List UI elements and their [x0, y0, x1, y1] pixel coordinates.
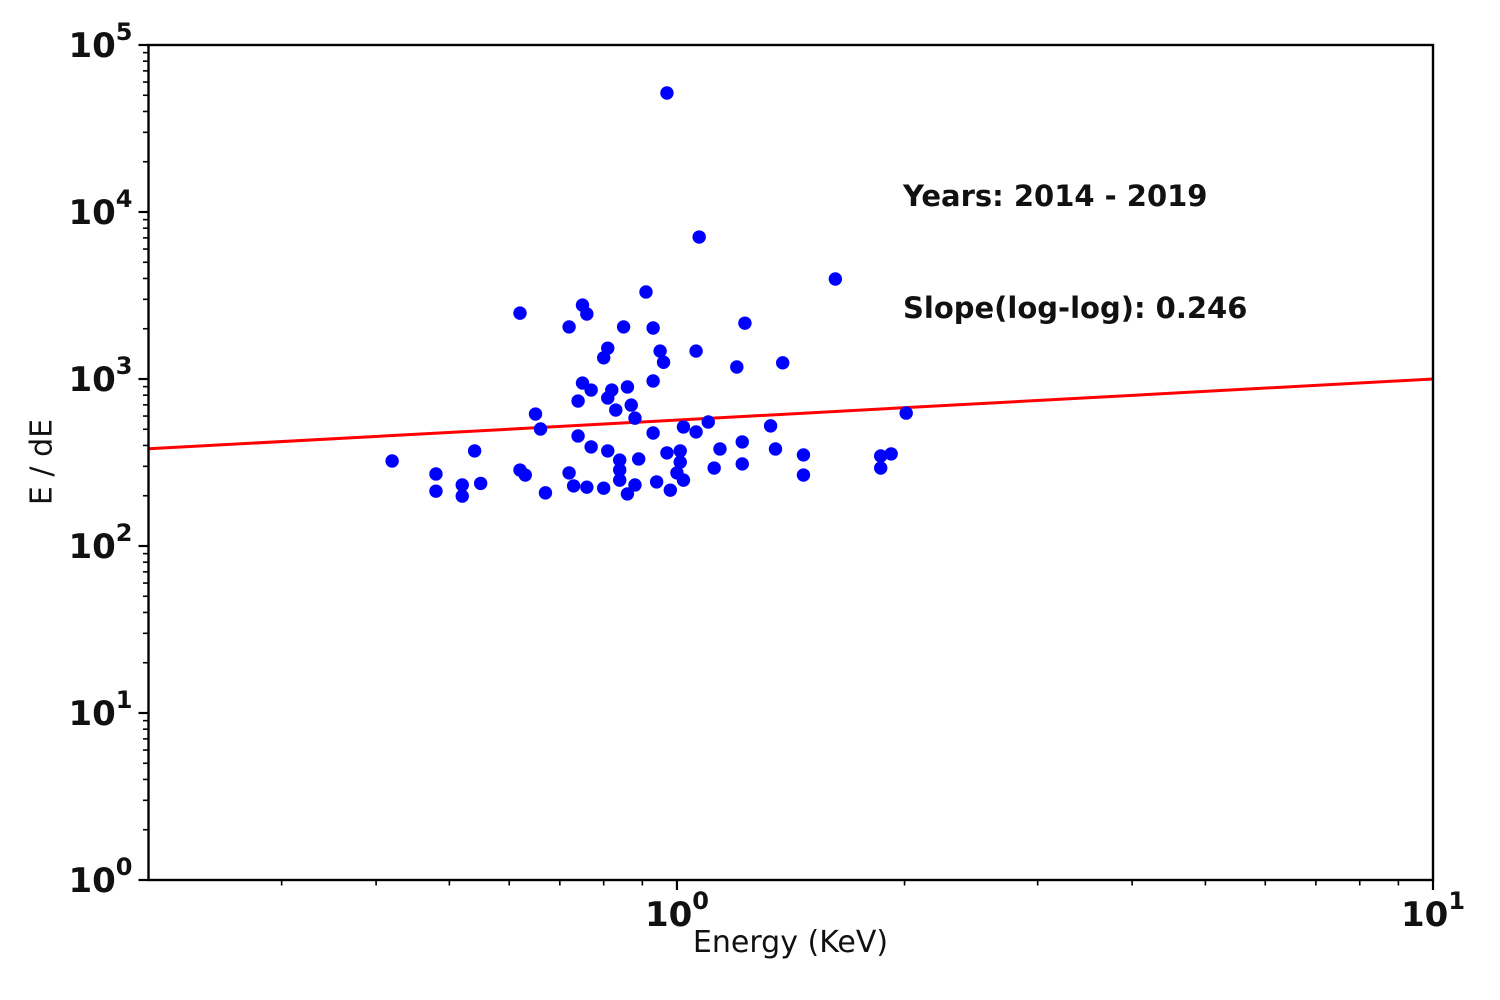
data-point — [473, 476, 488, 491]
data-point — [660, 86, 674, 100]
data-point — [562, 466, 576, 480]
data-point — [518, 468, 532, 482]
tick-label: 100 — [68, 853, 132, 901]
trend-line — [148, 377, 1434, 451]
data-point — [763, 419, 778, 433]
data-point — [580, 307, 594, 321]
data-point — [538, 486, 553, 500]
data-point — [646, 426, 660, 440]
annotation-years-line: Years: 2014 - 2019 — [903, 179, 1208, 214]
data-point — [676, 473, 691, 487]
data-point — [874, 449, 888, 463]
data-point — [735, 435, 749, 449]
data-point — [884, 447, 898, 461]
data-point — [628, 478, 642, 492]
tick-label: 105 — [68, 18, 132, 66]
data-point — [628, 411, 642, 425]
annotation-box: Years: 2014 - 2019 Slope(log-log): 0.246 — [903, 104, 1247, 401]
data-point — [689, 344, 703, 358]
axes-spines — [147, 43, 1435, 882]
data-point — [768, 442, 783, 456]
data-point — [533, 422, 548, 436]
annotation-slope-line: Slope(log-log): 0.246 — [903, 290, 1248, 325]
x-axis-label: Energy (KeV) — [692, 925, 889, 960]
tick-label: 101 — [68, 686, 132, 734]
data-point — [455, 489, 469, 503]
data-point — [653, 344, 667, 358]
data-point — [796, 468, 811, 482]
data-point — [692, 230, 706, 244]
data-point — [660, 446, 674, 460]
data-point — [738, 316, 752, 330]
data-point — [385, 454, 399, 468]
data-point — [649, 475, 664, 489]
data-point — [601, 444, 615, 458]
data-point — [601, 391, 615, 405]
data-point — [735, 457, 749, 471]
data-point — [776, 356, 790, 370]
data-point — [624, 398, 638, 412]
data-point — [584, 440, 598, 454]
tick-label: 103 — [68, 352, 132, 400]
tick-label: 104 — [68, 185, 132, 233]
data-point — [620, 380, 635, 394]
data-point — [676, 420, 691, 434]
data-point — [596, 351, 611, 365]
tick-label: 100 — [645, 887, 709, 935]
data-point — [707, 461, 721, 475]
data-point — [673, 455, 687, 469]
data-point — [562, 320, 576, 334]
y-axis-label: E / dE — [24, 418, 60, 506]
data-point — [571, 429, 585, 443]
data-point — [713, 442, 727, 456]
data-point — [613, 453, 627, 467]
data-point — [613, 463, 627, 477]
data-point — [455, 478, 469, 492]
data-point — [828, 272, 843, 286]
data-point — [584, 383, 598, 397]
data-point — [596, 481, 611, 495]
data-point — [429, 467, 443, 481]
data-point — [701, 415, 715, 429]
data-point — [580, 480, 594, 494]
data-point — [528, 407, 543, 421]
data-point — [631, 452, 646, 466]
data-point — [646, 321, 660, 335]
data-point — [796, 448, 811, 462]
data-point — [663, 483, 678, 497]
data-point — [467, 444, 482, 458]
data-point — [513, 306, 527, 320]
data-point — [646, 374, 660, 388]
tick-label: 102 — [68, 519, 132, 567]
data-point — [566, 479, 581, 493]
data-point — [874, 461, 888, 475]
data-point — [620, 487, 635, 501]
data-point — [639, 285, 653, 299]
data-point — [571, 394, 585, 408]
data-point — [616, 320, 631, 334]
data-point — [656, 355, 671, 369]
data-point — [429, 484, 443, 498]
data-point — [899, 406, 913, 420]
data-point — [609, 403, 623, 417]
data-point — [689, 425, 703, 439]
data-point — [730, 360, 744, 374]
data-point — [673, 444, 687, 458]
data-point — [613, 473, 627, 487]
tick-label: 101 — [1401, 887, 1465, 935]
